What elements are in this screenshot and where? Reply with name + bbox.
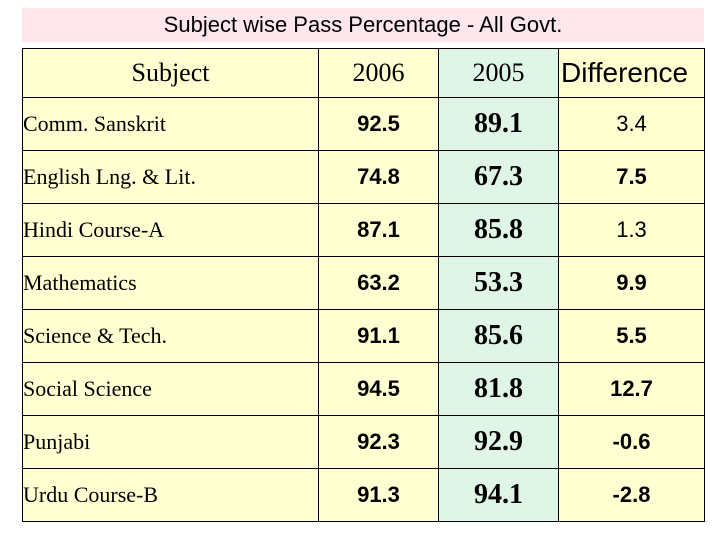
table-row: Comm. Sanskrit 92.5 89.1 3.4 — [22, 97, 705, 151]
cell-subject: English Lng. & Lit. — [22, 150, 319, 204]
cell-subject: Hindi Course-A — [22, 203, 319, 257]
table-row: Punjabi 92.3 92.9 -0.6 — [22, 415, 705, 469]
cell-2006: 74.8 — [318, 150, 439, 204]
slide-title: Subject wise Pass Percentage - All Govt. — [22, 8, 704, 42]
cell-difference: 1.3 — [558, 203, 705, 257]
table-row: Urdu Course-B 91.3 94.1 -2.8 — [22, 468, 705, 522]
table-row: Hindi Course-A 87.1 85.8 1.3 — [22, 203, 705, 257]
cell-subject: Urdu Course-B — [22, 468, 319, 522]
table-row: Social Science 94.5 81.8 12.7 — [22, 362, 705, 416]
pass-percentage-table: Subject 2006 2005 Difference Comm. Sansk… — [22, 48, 705, 522]
header-subject: Subject — [22, 48, 319, 98]
cell-difference: -2.8 — [558, 468, 705, 522]
cell-difference: 3.4 — [558, 97, 705, 151]
cell-2006: 63.2 — [318, 256, 439, 310]
header-2005: 2005 — [438, 48, 559, 98]
cell-subject: Comm. Sanskrit — [22, 97, 319, 151]
cell-2006: 94.5 — [318, 362, 439, 416]
cell-2006: 91.1 — [318, 309, 439, 363]
cell-2005: 67.3 — [438, 150, 559, 204]
cell-2006: 91.3 — [318, 468, 439, 522]
cell-2005: 94.1 — [438, 468, 559, 522]
cell-subject: Social Science — [22, 362, 319, 416]
table-header-row: Subject 2006 2005 Difference — [22, 48, 705, 98]
table-row: English Lng. & Lit. 74.8 67.3 7.5 — [22, 150, 705, 204]
cell-difference: 9.9 — [558, 256, 705, 310]
cell-2006: 92.3 — [318, 415, 439, 469]
cell-difference: 7.5 — [558, 150, 705, 204]
header-difference: Difference — [558, 48, 705, 98]
table-row: Science & Tech. 91.1 85.6 5.5 — [22, 309, 705, 363]
cell-subject: Science & Tech. — [22, 309, 319, 363]
header-2006: 2006 — [318, 48, 439, 98]
cell-subject: Mathematics — [22, 256, 319, 310]
cell-2005: 53.3 — [438, 256, 559, 310]
cell-difference: -0.6 — [558, 415, 705, 469]
table-row: Mathematics 63.2 53.3 9.9 — [22, 256, 705, 310]
cell-difference: 12.7 — [558, 362, 705, 416]
cell-2005: 89.1 — [438, 97, 559, 151]
cell-2005: 81.8 — [438, 362, 559, 416]
cell-2006: 87.1 — [318, 203, 439, 257]
cell-2005: 85.8 — [438, 203, 559, 257]
cell-2006: 92.5 — [318, 97, 439, 151]
cell-2005: 92.9 — [438, 415, 559, 469]
cell-subject: Punjabi — [22, 415, 319, 469]
cell-difference: 5.5 — [558, 309, 705, 363]
cell-2005: 85.6 — [438, 309, 559, 363]
